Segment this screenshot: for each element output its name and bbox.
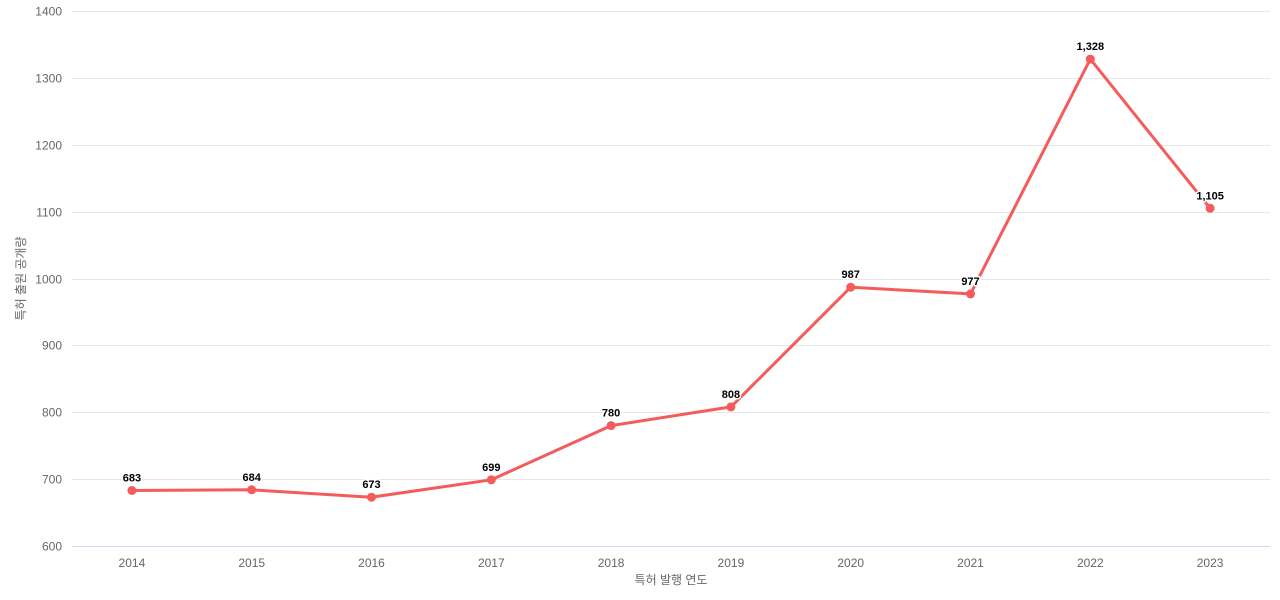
y-axis-tick-label: 600	[42, 540, 62, 554]
y-axis-tick-label: 1400	[35, 5, 62, 19]
data-point-marker[interactable]	[127, 486, 137, 495]
data-point-marker[interactable]	[846, 282, 856, 292]
y-axis-tick-label: 1200	[35, 139, 62, 153]
data-point-label: 780	[602, 408, 620, 420]
data-point-label: 684	[243, 472, 262, 484]
data-point-marker[interactable]	[1205, 203, 1215, 213]
x-axis-tick-label: 2016	[358, 556, 385, 570]
x-axis-tick-label: 2015	[238, 556, 265, 570]
y-axis-tick-label: 900	[42, 339, 62, 353]
data-point-label: 1,328	[1077, 41, 1105, 53]
data-point-label: 1,105	[1196, 190, 1224, 202]
data-point-label: 987	[842, 269, 860, 281]
data-point-marker[interactable]	[247, 485, 257, 495]
x-axis-tick-label: 2021	[957, 556, 984, 570]
x-axis-tick-label: 2020	[837, 556, 864, 570]
y-axis-tick-label: 1000	[35, 273, 62, 287]
data-point-label: 673	[362, 479, 380, 491]
data-point-marker[interactable]	[726, 402, 736, 412]
y-axis-title: 특허 출원 공개량	[14, 237, 28, 321]
data-point-label: 977	[961, 276, 979, 288]
data-point-marker[interactable]	[966, 289, 975, 299]
series-line	[130, 57, 1212, 499]
data-point-marker[interactable]	[367, 492, 376, 502]
y-axis-tick-label: 1300	[35, 72, 62, 86]
data-point-label: 683	[123, 473, 141, 485]
y-axis-tick-label: 1100	[36, 206, 62, 220]
data-point-marker[interactable]	[486, 475, 496, 485]
data-point-marker[interactable]	[1085, 54, 1095, 64]
x-axis-tick-label: 2023	[1197, 556, 1224, 570]
x-axis-tick-label: 2019	[718, 556, 745, 570]
y-axis-tick-label: 700	[42, 473, 62, 487]
x-axis-tick-label: 2017	[478, 556, 505, 570]
y-axis-tick-label: 800	[42, 406, 62, 420]
x-axis-tick-label: 2014	[119, 556, 146, 570]
x-axis-tick-label: 2022	[1077, 556, 1104, 570]
x-axis-title: 특허 발행 연도	[635, 572, 708, 587]
data-point-marker[interactable]	[606, 421, 616, 431]
x-axis-tick-label: 2018	[598, 556, 625, 570]
data-point-label: 808	[722, 389, 740, 401]
data-point-label: 699	[482, 462, 500, 474]
